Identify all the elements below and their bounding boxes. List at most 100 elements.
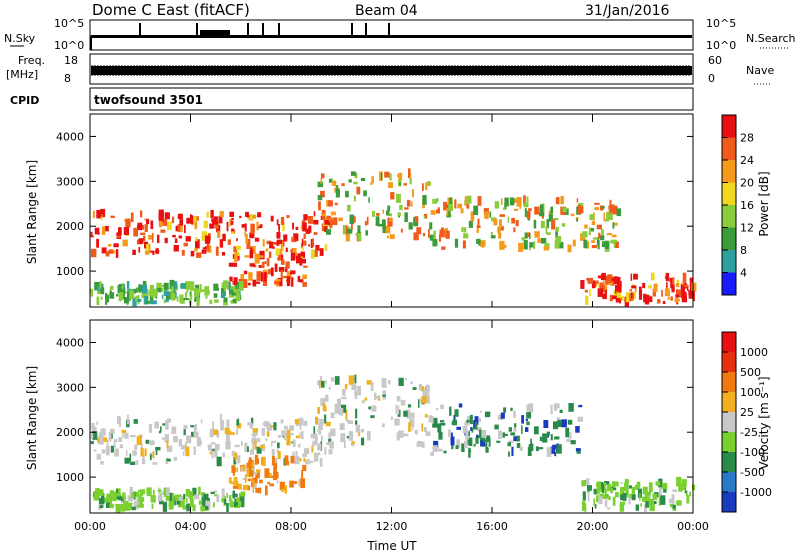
echo-cell — [680, 284, 683, 293]
echo-cell — [151, 232, 154, 243]
echo-cell — [222, 288, 226, 296]
echo-cell — [249, 232, 255, 239]
echo-cell — [219, 211, 224, 218]
echo-cell — [368, 197, 370, 203]
echo-cell — [284, 485, 287, 494]
echo-cell — [146, 487, 152, 497]
echo-cell — [484, 211, 489, 219]
velocity-y-ticks: 1000 2000 3000 4000 — [56, 336, 693, 484]
echo-cell — [263, 250, 265, 260]
echo-cell — [473, 205, 479, 216]
echo-cell — [391, 416, 393, 421]
echo-cell — [624, 297, 627, 303]
echo-cell — [141, 293, 147, 299]
colorbar-segment — [722, 452, 736, 472]
echo-cell — [671, 284, 675, 293]
echo-cell — [136, 435, 142, 445]
echo-cell — [171, 426, 177, 434]
echo-cell — [648, 482, 653, 493]
echo-cell — [425, 182, 428, 191]
echo-cell — [243, 270, 248, 275]
echo-cell — [540, 237, 547, 244]
echo-cell — [318, 201, 321, 211]
echo-cell — [528, 444, 532, 452]
echo-cell — [127, 414, 129, 425]
echo-cell — [252, 279, 257, 287]
echo-cell — [301, 242, 303, 249]
echo-cell — [692, 484, 696, 491]
echo-cell — [221, 498, 227, 502]
echo-cell — [295, 451, 298, 460]
nsearch-label: N.Search — [746, 32, 796, 45]
echo-cell — [637, 488, 642, 498]
echo-cell — [642, 486, 648, 495]
echo-cell — [236, 497, 240, 503]
echo-cell — [299, 279, 304, 283]
echo-cell — [570, 440, 576, 445]
echo-cell — [645, 498, 650, 508]
echo-cell — [345, 234, 350, 242]
echo-cell — [116, 488, 119, 493]
echo-cell — [178, 497, 183, 501]
echo-cell — [425, 394, 430, 404]
echo-cell — [466, 416, 471, 422]
echo-cell — [161, 437, 167, 440]
echo-cell — [605, 275, 610, 285]
echo-cell — [300, 478, 305, 489]
echo-cell — [468, 437, 473, 447]
echo-cell — [428, 229, 430, 238]
echo-cell — [435, 408, 439, 411]
echo-cell — [253, 481, 257, 489]
echo-cell — [546, 232, 551, 236]
echo-cell — [575, 426, 580, 433]
echo-cell — [611, 234, 617, 238]
echo-cell — [555, 226, 559, 232]
echo-cell — [109, 292, 115, 299]
echo-cell — [271, 449, 275, 457]
echo-cell — [248, 457, 252, 464]
echo-cell — [315, 416, 318, 425]
echo-cell — [535, 446, 539, 452]
echo-cell — [591, 280, 596, 289]
y-tick-label: 4000 — [56, 336, 84, 349]
echo-cell — [302, 453, 308, 457]
echo-cell — [609, 294, 613, 302]
echo-cell — [200, 289, 205, 292]
echo-cell — [144, 250, 150, 255]
colorbar-segment — [722, 432, 736, 452]
echo-cell — [191, 431, 196, 437]
echo-cell — [105, 294, 110, 303]
colorbar-tick-label: -500 — [740, 466, 765, 479]
echo-cell — [508, 440, 514, 443]
echo-cell — [600, 205, 604, 211]
colorbar-frame — [721, 331, 737, 513]
echo-cell — [193, 425, 197, 433]
echo-cell — [226, 493, 228, 499]
echo-cell — [171, 286, 174, 293]
echo-cell — [406, 409, 411, 419]
echo-cell — [540, 220, 545, 229]
echo-cell — [389, 173, 392, 181]
echo-cell — [257, 487, 262, 494]
echo-cell — [390, 192, 395, 200]
echo-cell — [603, 280, 605, 286]
echo-cell — [178, 439, 182, 447]
echo-cell — [470, 427, 472, 431]
echo-cell — [262, 422, 266, 426]
echo-cell — [596, 495, 600, 503]
echo-cell — [433, 440, 439, 448]
echo-cell — [691, 282, 697, 292]
echo-cell — [212, 502, 215, 508]
echo-cell — [239, 493, 243, 499]
echo-cell — [602, 484, 604, 493]
echo-cell — [318, 423, 323, 430]
echo-cell — [666, 282, 668, 291]
echo-cell — [135, 460, 139, 465]
echo-cell — [297, 275, 301, 282]
echo-cell — [246, 467, 250, 478]
echo-cell — [489, 211, 492, 218]
echo-cell — [490, 232, 493, 235]
echo-cell — [345, 410, 348, 420]
echo-cell — [324, 414, 327, 424]
echo-cell — [152, 252, 155, 255]
